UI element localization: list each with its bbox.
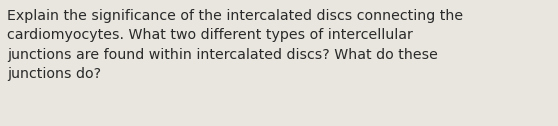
Text: Explain the significance of the intercalated discs connecting the
cardiomyocytes: Explain the significance of the intercal…: [7, 9, 463, 81]
